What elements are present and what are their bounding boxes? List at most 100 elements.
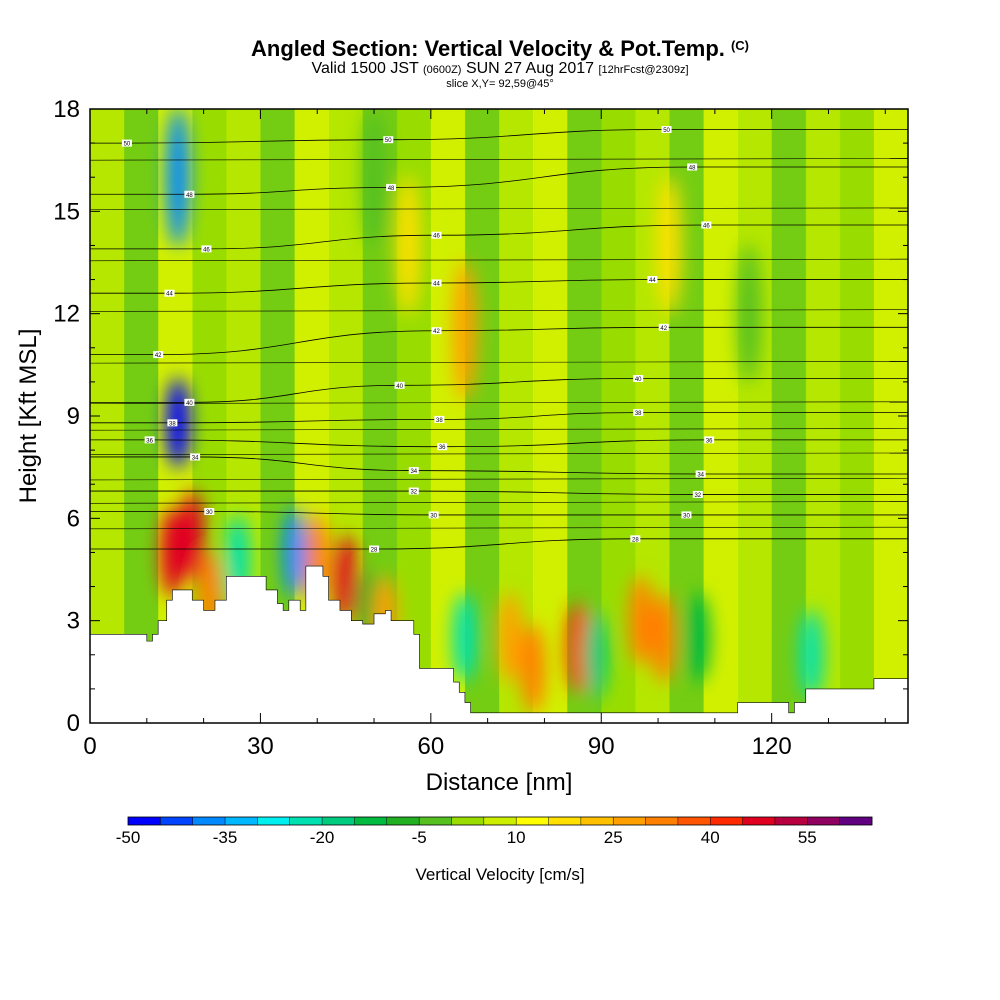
theta-label: 34 bbox=[192, 455, 199, 461]
theta-label-bg bbox=[661, 125, 672, 133]
theta-label-bg bbox=[369, 545, 380, 553]
chart-title: Angled Section: Vertical Velocity & Pot.… bbox=[251, 36, 749, 61]
velocity-stripe bbox=[124, 109, 159, 723]
colorbar-swatch bbox=[451, 817, 485, 825]
theta-label: 30 bbox=[206, 510, 213, 516]
theta-label-bg bbox=[394, 381, 405, 389]
colorbar-swatch bbox=[645, 817, 679, 825]
theta-contour bbox=[90, 401, 908, 404]
colorbar-tick-label: -20 bbox=[310, 828, 335, 847]
theta-contour bbox=[90, 526, 908, 530]
theta-label-bg bbox=[408, 487, 419, 495]
y-tick-label: 15 bbox=[53, 198, 80, 225]
velocity-cell bbox=[736, 243, 761, 384]
x-axis: 0 30 60 90 120 bbox=[83, 109, 886, 760]
velocity-cell bbox=[282, 507, 307, 598]
colorbar-swatch bbox=[483, 817, 517, 825]
colorbar-swatch bbox=[742, 817, 776, 825]
velocity-cell bbox=[498, 592, 523, 683]
theta-label-bg bbox=[681, 511, 692, 519]
y-axis-label: Height [Kft MSL] bbox=[15, 329, 42, 504]
colorbar-swatch bbox=[257, 817, 291, 825]
velocity-cell bbox=[629, 575, 654, 666]
theta-label: 48 bbox=[186, 193, 193, 199]
theta-label: 50 bbox=[385, 138, 392, 144]
colorbar-tick-label: 10 bbox=[507, 828, 526, 847]
colorbar-swatch bbox=[419, 817, 452, 825]
theta-label-bg bbox=[201, 245, 212, 253]
theta-label: 50 bbox=[663, 128, 670, 134]
y-tick-label: 6 bbox=[67, 505, 80, 532]
theta-contour bbox=[90, 501, 908, 504]
plot-area: 50 50 50 48 48 48 46 46 46 44 44 44 42 42 42 40 40 40 38 38… bbox=[89, 108, 909, 724]
theta-label-bg bbox=[431, 231, 442, 239]
colorbar-tick-label: 40 bbox=[701, 828, 720, 847]
theta-label: 36 bbox=[146, 438, 153, 444]
theta-contour bbox=[90, 207, 908, 210]
theta-label: 38 bbox=[436, 418, 443, 424]
colorbar-label: Vertical Velocity [cm/s] bbox=[415, 865, 584, 884]
theta-label-bg bbox=[437, 443, 448, 451]
theta-label-bg bbox=[630, 535, 641, 543]
theta-contour bbox=[90, 158, 908, 161]
velocity-stripe bbox=[771, 109, 807, 723]
theta-label: 40 bbox=[396, 384, 403, 390]
x-tick-label: 0 bbox=[83, 733, 96, 760]
theta-label: 42 bbox=[433, 329, 440, 335]
colorbar-swatch bbox=[516, 817, 549, 825]
theta-label-bg bbox=[383, 136, 394, 144]
theta-label-bg bbox=[701, 221, 712, 229]
colorbar-tick-label: -35 bbox=[213, 828, 238, 847]
theta-label-bg bbox=[431, 327, 442, 335]
velocity-cell bbox=[160, 507, 185, 598]
theta-label: 46 bbox=[203, 247, 210, 253]
theta-labels: 50 50 50 48 48 48 46 46 46 44 44 44 42 42 42 40 40 40 38 38… bbox=[121, 125, 715, 554]
theta-label-bg bbox=[695, 470, 706, 478]
theta-label-bg bbox=[692, 490, 703, 498]
colorbar-frame bbox=[127, 816, 873, 826]
theta-label: 44 bbox=[433, 281, 440, 287]
colorbar-tick-label: 25 bbox=[604, 828, 623, 847]
theta-label-bg bbox=[704, 436, 715, 444]
y-tick-label: 12 bbox=[53, 301, 80, 328]
y-tick-label: 18 bbox=[53, 96, 80, 123]
terrain bbox=[90, 565, 908, 723]
theta-label: 36 bbox=[706, 438, 713, 444]
colorbar-swatch bbox=[289, 817, 323, 825]
theta-label: 28 bbox=[371, 548, 378, 554]
x-tick-label: 60 bbox=[417, 733, 444, 760]
colorbar-swatch bbox=[677, 817, 711, 825]
colorbar-swatch bbox=[580, 817, 614, 825]
colorbar-tick-label: -50 bbox=[116, 828, 141, 847]
theta-label-bg bbox=[434, 415, 445, 423]
theta-label: 38 bbox=[635, 411, 642, 417]
y-tick-label: 3 bbox=[67, 608, 80, 635]
chart-subtitle: Valid 1500 JST (0600Z) SUN 27 Aug 2017 [… bbox=[311, 60, 689, 77]
velocity-cell bbox=[362, 109, 387, 248]
theta-label: 42 bbox=[155, 353, 162, 359]
colorbar-swatch bbox=[613, 817, 646, 825]
theta-contour bbox=[90, 477, 908, 481]
theta-label: 30 bbox=[430, 513, 437, 519]
velocity-cell bbox=[799, 609, 824, 700]
x-axis-label: Distance [nm] bbox=[426, 769, 573, 796]
theta-contour bbox=[90, 490, 908, 495]
colorbar-swatch bbox=[225, 817, 258, 825]
theta-contour bbox=[90, 511, 908, 516]
velocity-stripe bbox=[839, 109, 875, 723]
theta-label-bg bbox=[190, 453, 201, 461]
theta-label: 40 bbox=[635, 377, 642, 383]
theta-label-bg bbox=[633, 374, 644, 382]
theta-label: 48 bbox=[689, 165, 696, 171]
x-tick-label: 120 bbox=[752, 733, 792, 760]
colorbar-tick-label: -5 bbox=[412, 828, 427, 847]
colorbar-swatch bbox=[548, 817, 582, 825]
theta-label: 48 bbox=[388, 186, 395, 192]
velocity-cell bbox=[521, 623, 546, 714]
theta-label: 38 bbox=[169, 421, 176, 427]
theta-label: 30 bbox=[683, 513, 690, 519]
colorbar-swatch bbox=[386, 817, 420, 825]
velocity-cell bbox=[452, 592, 477, 683]
theta-label-bg bbox=[153, 351, 164, 359]
colorbar-swatch bbox=[192, 817, 226, 825]
